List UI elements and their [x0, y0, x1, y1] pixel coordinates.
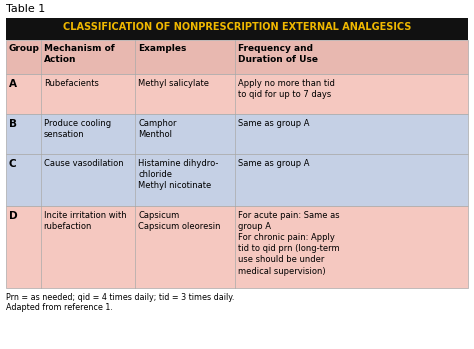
Text: Same as group A: Same as group A	[237, 119, 309, 128]
Text: Frequency and
Duration of Use: Frequency and Duration of Use	[237, 44, 318, 64]
Bar	[6, 154, 468, 206]
Text: Group: Group	[9, 44, 40, 53]
Text: For acute pain: Same as
group A
For chronic pain: Apply
tid to qid prn (long-ter: For acute pain: Same as group A For chro…	[237, 211, 339, 275]
Text: Apply no more than tid
to qid for up to 7 days: Apply no more than tid to qid for up to …	[237, 79, 335, 99]
Text: Table 1: Table 1	[6, 4, 45, 14]
Text: Incite irritation with
rubefaction: Incite irritation with rubefaction	[44, 211, 126, 231]
Text: Mechanism of
Action: Mechanism of Action	[44, 44, 114, 64]
Text: Cause vasodilation: Cause vasodilation	[44, 159, 123, 168]
Text: Same as group A: Same as group A	[237, 159, 309, 168]
Text: C: C	[9, 159, 17, 169]
Text: CLASSIFICATION OF NONPRESCRIPTION EXTERNAL ANALGESICS: CLASSIFICATION OF NONPRESCRIPTION EXTERN…	[63, 22, 411, 32]
Text: Methyl salicylate: Methyl salicylate	[138, 79, 210, 88]
Text: A: A	[9, 79, 17, 89]
Bar	[6, 40, 468, 74]
Bar	[6, 18, 468, 40]
Bar	[6, 206, 468, 288]
Text: Adapted from reference 1.: Adapted from reference 1.	[6, 303, 113, 312]
Bar	[6, 114, 468, 154]
Text: Camphor
Menthol: Camphor Menthol	[138, 119, 177, 139]
Text: Rubefacients: Rubefacients	[44, 79, 99, 88]
Text: B: B	[9, 119, 17, 129]
Text: Produce cooling
sensation: Produce cooling sensation	[44, 119, 111, 139]
Text: Capsicum
Capsicum oleoresin: Capsicum Capsicum oleoresin	[138, 211, 221, 231]
Text: Prn = as needed; qid = 4 times daily; tid = 3 times daily.: Prn = as needed; qid = 4 times daily; ti…	[6, 293, 234, 302]
Text: D: D	[9, 211, 18, 221]
Text: Examples: Examples	[138, 44, 187, 53]
Text: Histamine dihydro-
chloride
Methyl nicotinate: Histamine dihydro- chloride Methyl nicot…	[138, 159, 219, 190]
Bar	[6, 74, 468, 114]
